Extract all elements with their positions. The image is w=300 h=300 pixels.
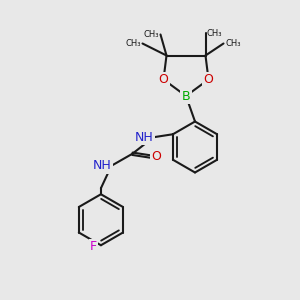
Text: B: B	[182, 89, 190, 103]
Text: CH₃: CH₃	[143, 30, 159, 39]
Text: F: F	[90, 240, 97, 253]
Text: O: O	[159, 73, 168, 86]
Text: CH₃: CH₃	[125, 39, 141, 48]
Text: NH: NH	[135, 131, 153, 144]
Text: CH₃: CH₃	[207, 28, 223, 38]
Text: CH₃: CH₃	[225, 39, 241, 48]
Text: NH: NH	[93, 159, 111, 172]
Text: O: O	[204, 73, 213, 86]
Text: O: O	[152, 150, 161, 163]
